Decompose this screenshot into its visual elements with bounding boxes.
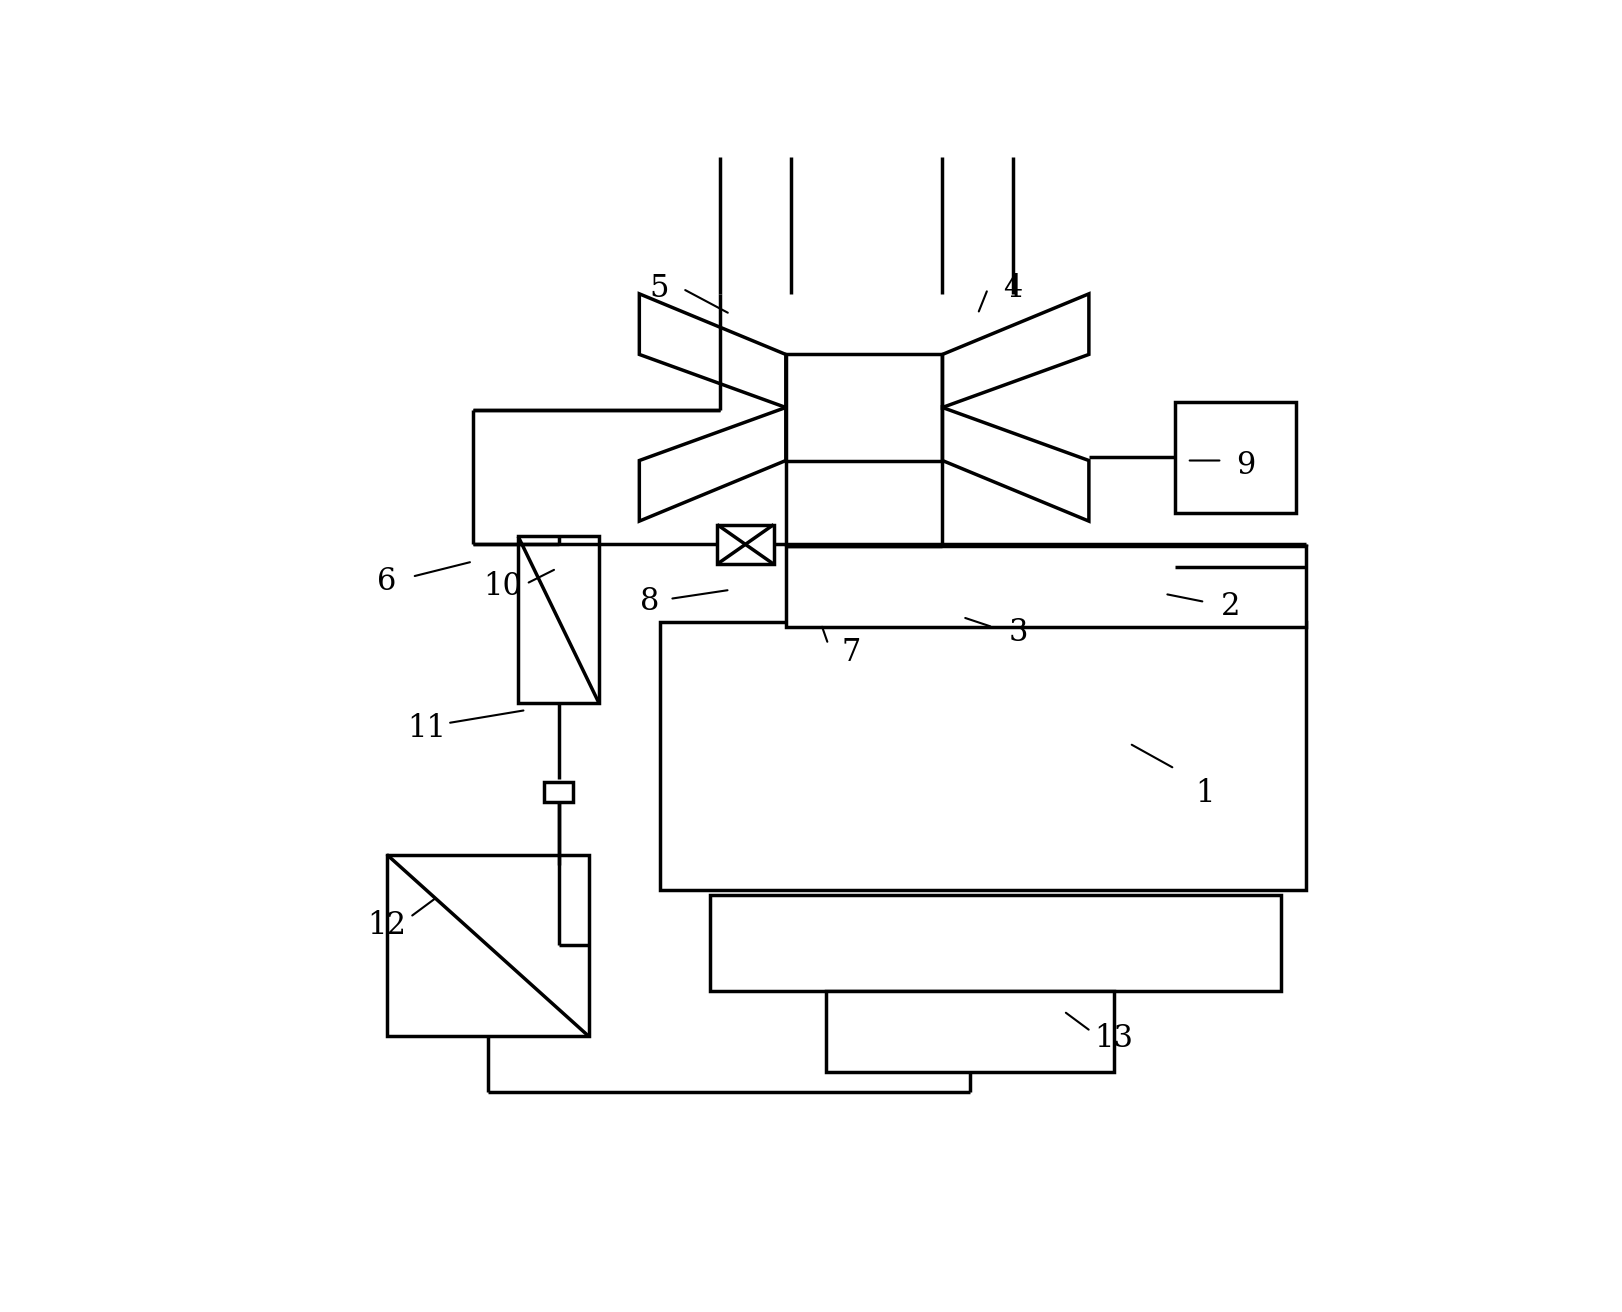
Text: 2: 2	[1221, 592, 1241, 622]
Text: 3: 3	[1009, 617, 1028, 648]
Text: 6: 6	[376, 567, 396, 597]
Bar	[545, 782, 573, 802]
Bar	[826, 991, 1114, 1072]
Text: 11: 11	[407, 712, 446, 744]
Bar	[785, 354, 942, 461]
Bar	[1174, 401, 1296, 513]
Bar	[386, 854, 589, 1036]
Bar	[785, 546, 1306, 627]
Text: 12: 12	[367, 909, 406, 941]
Text: 9: 9	[1236, 450, 1255, 482]
Text: 7: 7	[842, 636, 861, 668]
Bar	[660, 622, 1306, 890]
Text: 5: 5	[650, 273, 670, 304]
Text: 1: 1	[1195, 778, 1215, 810]
Text: 4: 4	[1004, 273, 1023, 304]
Bar	[717, 525, 774, 564]
Text: 8: 8	[639, 586, 659, 618]
Bar	[517, 537, 599, 703]
Text: 13: 13	[1095, 1023, 1134, 1054]
Bar	[710, 895, 1281, 991]
Text: 10: 10	[483, 571, 522, 602]
